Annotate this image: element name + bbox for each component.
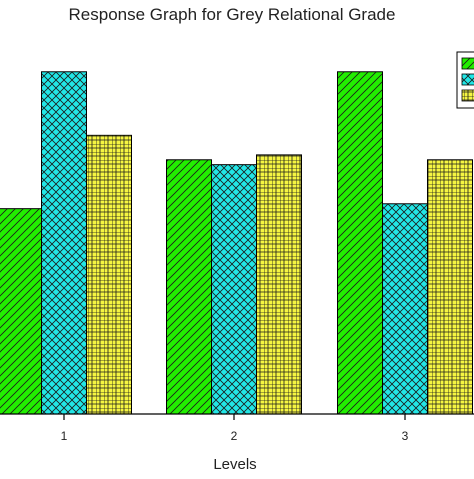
chart-title: Response Graph for Grey Relational Grade [69, 5, 396, 24]
bar-level-2-series-2 [211, 164, 257, 415]
legend-swatch-series-1 [461, 57, 474, 70]
ticks-layer: 1 2 3 [61, 414, 409, 443]
bar-level-3-series-3 [427, 159, 473, 415]
bar-level-2-series-3 [256, 154, 302, 415]
bar-level-1-series-1 [0, 208, 42, 415]
bar-level-3-series-2 [382, 203, 428, 415]
legend [456, 51, 474, 109]
x-axis-label: Levels [213, 456, 256, 473]
bars-layer [0, 71, 473, 415]
bar-level-1-series-2 [41, 71, 87, 415]
legend-swatch-series-2 [461, 73, 474, 86]
bar-level-1-series-3 [86, 134, 132, 415]
bar-level-2-series-1 [166, 159, 212, 415]
x-tick-label-1: 1 [61, 429, 68, 443]
x-tick-label-2: 2 [231, 429, 238, 443]
x-tick-label-3: 3 [402, 429, 409, 443]
bar-level-3-series-1 [337, 71, 383, 415]
legend-swatch-series-3 [461, 89, 474, 102]
